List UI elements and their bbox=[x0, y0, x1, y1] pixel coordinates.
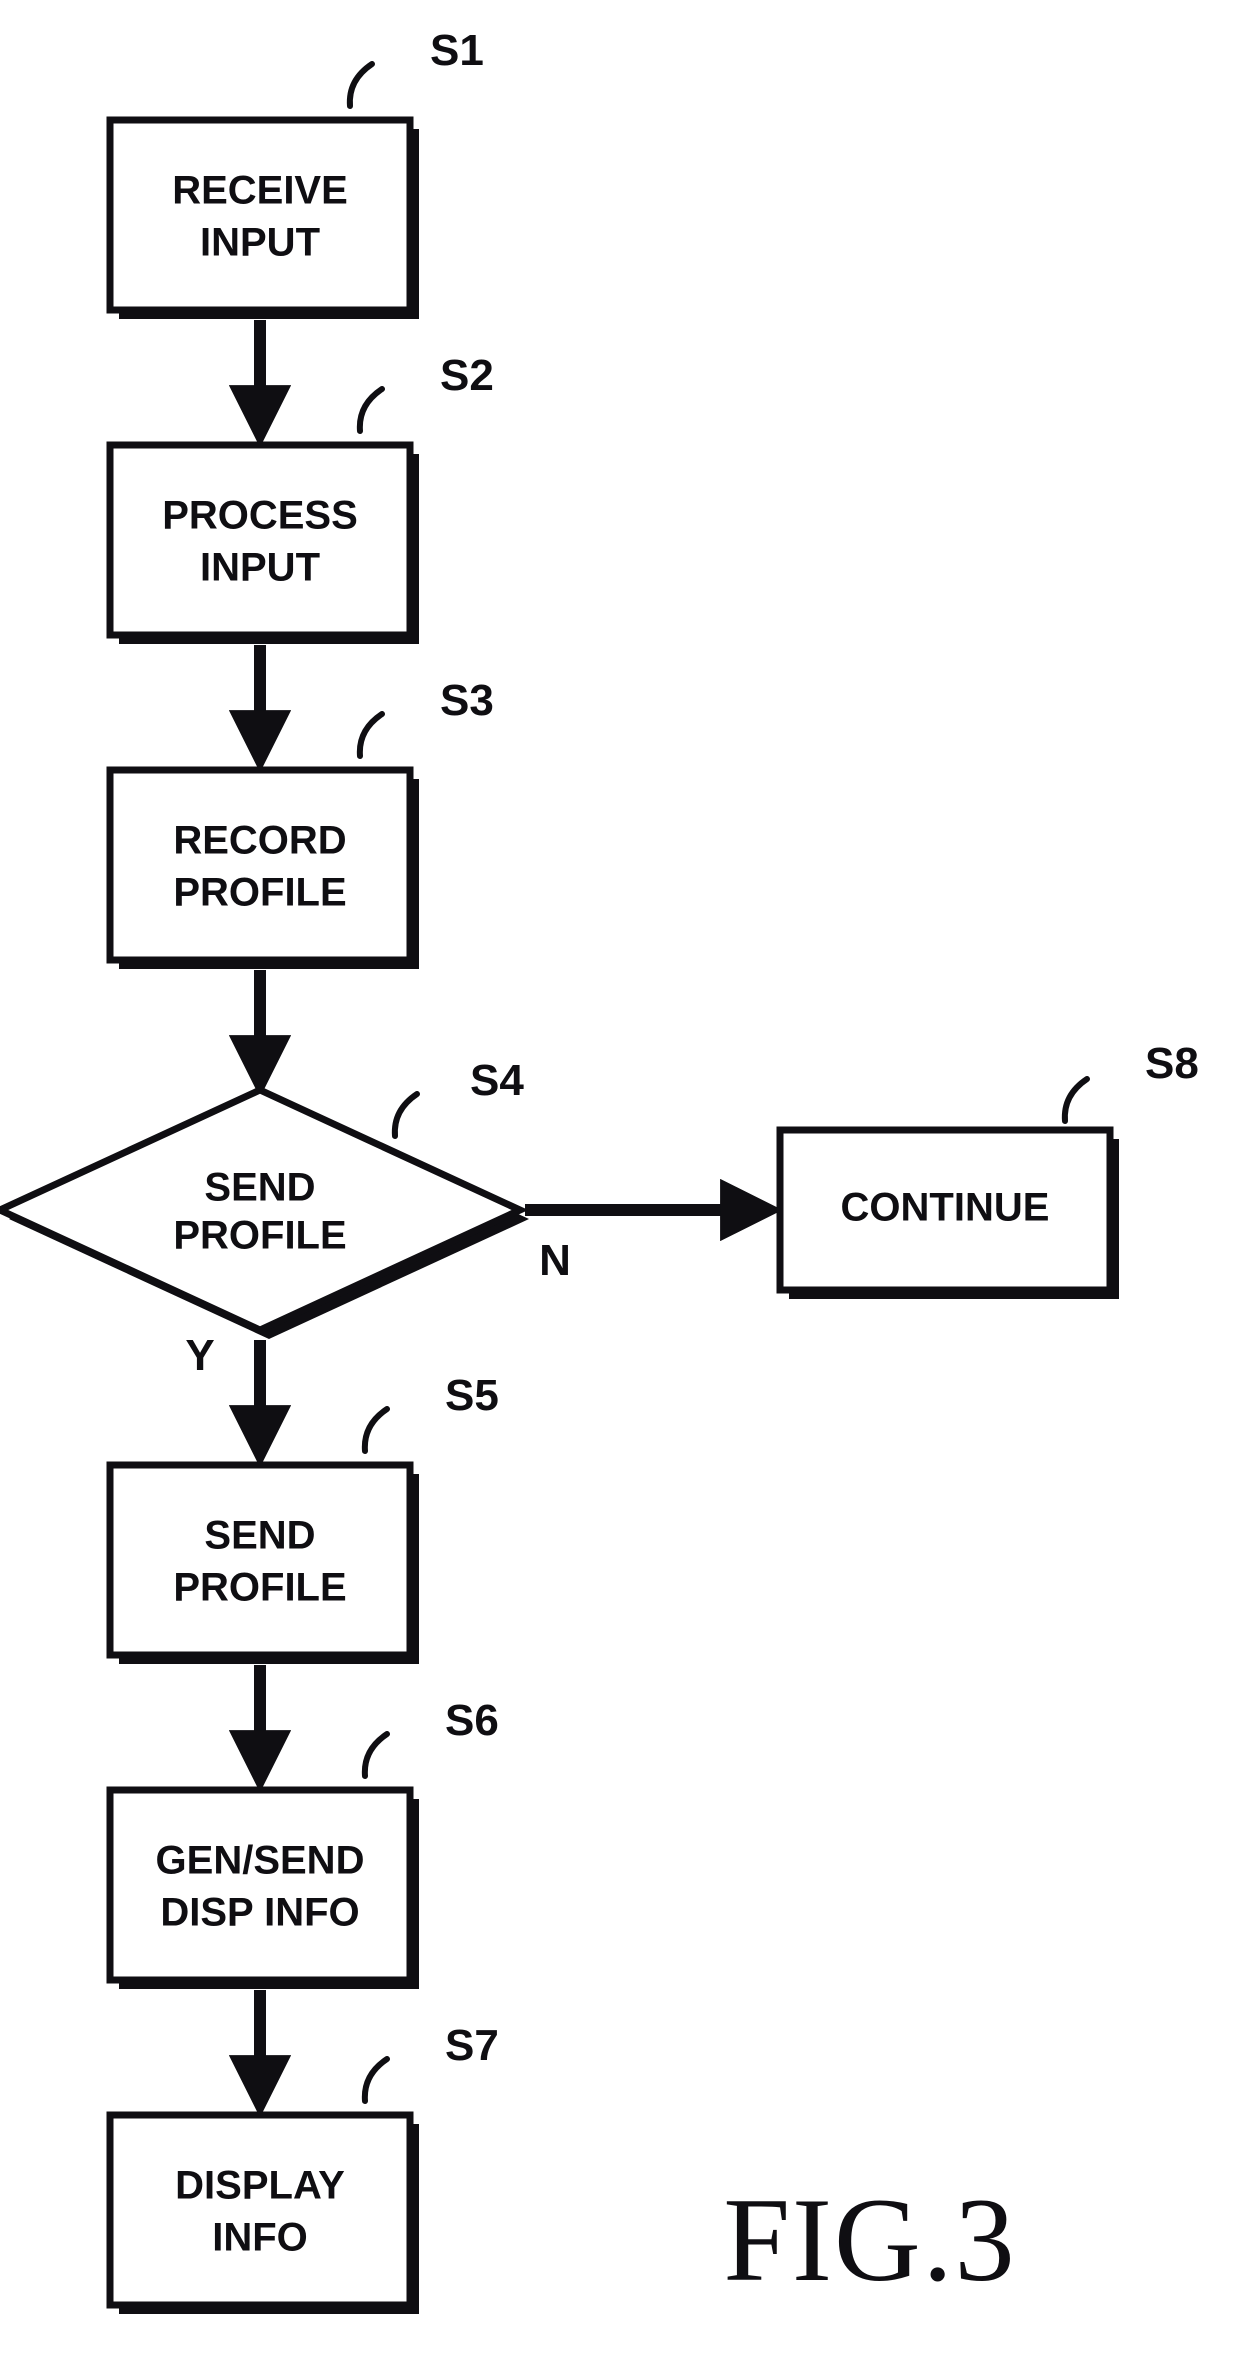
node-line1: PROCESS bbox=[162, 494, 358, 538]
step-label-tick bbox=[395, 1094, 417, 1136]
step-label-s2: S2 bbox=[440, 351, 494, 400]
step-label-tick bbox=[365, 2059, 387, 2101]
node-line1: CONTINUE bbox=[841, 1186, 1050, 1230]
step-label-s7: S7 bbox=[445, 2021, 499, 2070]
step-label-tick bbox=[360, 389, 382, 431]
step-label-s4: S4 bbox=[470, 1056, 524, 1105]
node-line2: INFO bbox=[212, 2216, 308, 2260]
figure-label: FIG.3 bbox=[723, 2173, 1016, 2306]
edge-label-Y: Y bbox=[185, 1331, 214, 1380]
node-line2: DISP INFO bbox=[160, 1891, 359, 1935]
step-label-tick bbox=[360, 714, 382, 756]
node-s1: RECEIVE INPUT bbox=[110, 120, 419, 319]
node-s4: SENDPROFILE bbox=[0, 1090, 529, 1339]
node-s7: DISPLAY INFO bbox=[110, 2115, 419, 2314]
node-line1: GEN/SEND bbox=[156, 1839, 365, 1883]
node-s8: CONTINUE bbox=[780, 1130, 1119, 1299]
edge-label-N: N bbox=[539, 1236, 571, 1285]
node-line1: DISPLAY bbox=[175, 2164, 345, 2208]
node-s3: RECORD PROFILE bbox=[110, 770, 419, 969]
step-label-s5: S5 bbox=[445, 1371, 499, 1420]
node-line2: PROFILE bbox=[173, 871, 346, 915]
node-s6: GEN/SEND DISP INFO bbox=[110, 1790, 419, 1989]
node-line1: SEND bbox=[204, 1514, 315, 1558]
step-label-tick bbox=[1065, 1079, 1087, 1121]
node-line1: RECORD bbox=[173, 819, 346, 863]
node-line2: INPUT bbox=[200, 546, 320, 590]
step-label-s6: S6 bbox=[445, 1696, 499, 1745]
step-label-s3: S3 bbox=[440, 676, 494, 725]
node-line1: RECEIVE bbox=[172, 169, 348, 213]
node-line2: PROFILE bbox=[173, 1214, 346, 1258]
step-label-tick bbox=[365, 1734, 387, 1776]
node-s5: SEND PROFILE bbox=[110, 1465, 419, 1664]
node-line2: INPUT bbox=[200, 221, 320, 265]
flowchart-canvas: Y N RECEIVE INPUT S1 PROCESS INPUT S2 RECORD PROF… bbox=[0, 0, 1240, 2369]
node-line2: PROFILE bbox=[173, 1566, 346, 1610]
step-label-s1: S1 bbox=[430, 26, 484, 75]
step-label-s8: S8 bbox=[1145, 1039, 1199, 1088]
node-line1: SEND bbox=[204, 1166, 315, 1210]
step-label-tick bbox=[350, 64, 372, 106]
node-s2: PROCESS INPUT bbox=[110, 445, 419, 644]
step-label-tick bbox=[365, 1409, 387, 1451]
